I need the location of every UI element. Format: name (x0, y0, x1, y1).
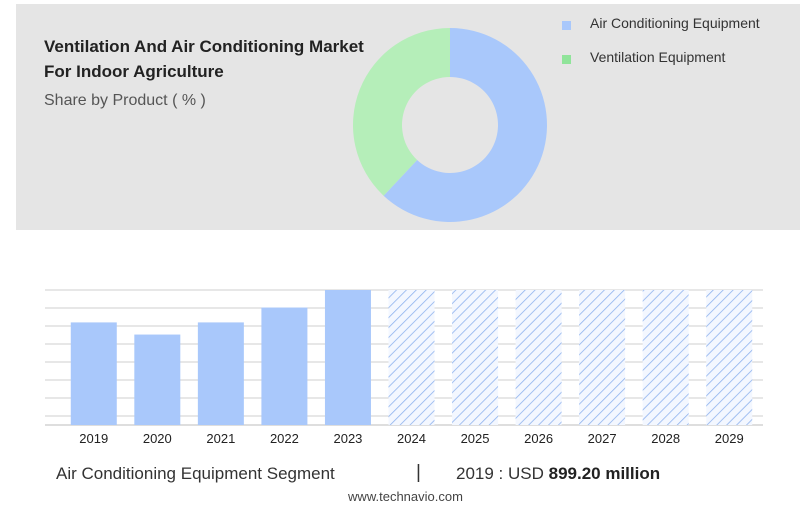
segment-value: 2019 : USD 899.20 million (456, 464, 660, 484)
forecast-bar-2025 (452, 290, 499, 425)
bar-2023 (324, 290, 371, 425)
bar-chart: 2019 2020 2021 2022 2023 2024 2025 2026 2027 2028… (45, 289, 763, 446)
x-tick-label: 2026 (524, 431, 553, 446)
forecast-bar-2028 (642, 290, 689, 425)
chart-title: Ventilation And Air Conditioning Market … (44, 37, 364, 81)
segment-value-prefix: 2019 : USD (456, 464, 544, 483)
legend-swatch-ventilation (562, 55, 571, 64)
x-tick-label: 2029 (715, 431, 744, 446)
x-tick-label: 2024 (397, 431, 426, 446)
x-tick-label: 2022 (270, 431, 299, 446)
chart-subtitle: Share by Product ( % ) (44, 92, 206, 109)
forecast-bar-2027 (579, 290, 626, 425)
x-tick-label: 2027 (588, 431, 617, 446)
x-tick-label: 2021 (206, 431, 235, 446)
legend-swatch-ac (562, 21, 571, 30)
segment-label: Air Conditioning Equipment Segment (56, 464, 335, 483)
x-tick-label: 2023 (333, 431, 362, 446)
forecast-bar-2026 (515, 290, 562, 425)
forecast-bar-2024 (388, 290, 435, 425)
segment-value-amount: 899.20 million (548, 464, 661, 483)
x-tick-label: 2019 (79, 431, 108, 446)
legend-label-ac: Air Conditioning Equipment (590, 15, 760, 31)
x-tick-label: 2025 (461, 431, 490, 446)
bar-2021 (197, 322, 244, 425)
forecast-bar-2029 (706, 290, 753, 425)
donut-slice-ventilation (353, 28, 450, 196)
donut-chart (353, 28, 547, 222)
x-tick-label: 2020 (143, 431, 172, 446)
source-url: www.technavio.com (348, 489, 463, 504)
donut-slice-ac (383, 28, 547, 222)
legend: Air Conditioning Equipment Ventilation E… (560, 16, 760, 65)
legend-item-ventilation: Ventilation Equipment (560, 50, 760, 65)
footer-divider: | (416, 462, 421, 483)
bar-2020 (134, 334, 181, 425)
legend-label-ventilation: Ventilation Equipment (590, 49, 726, 65)
bar-2022 (261, 307, 308, 425)
legend-item-ac: Air Conditioning Equipment (560, 16, 760, 31)
bar-2019 (70, 322, 117, 425)
x-tick-label: 2028 (651, 431, 680, 446)
